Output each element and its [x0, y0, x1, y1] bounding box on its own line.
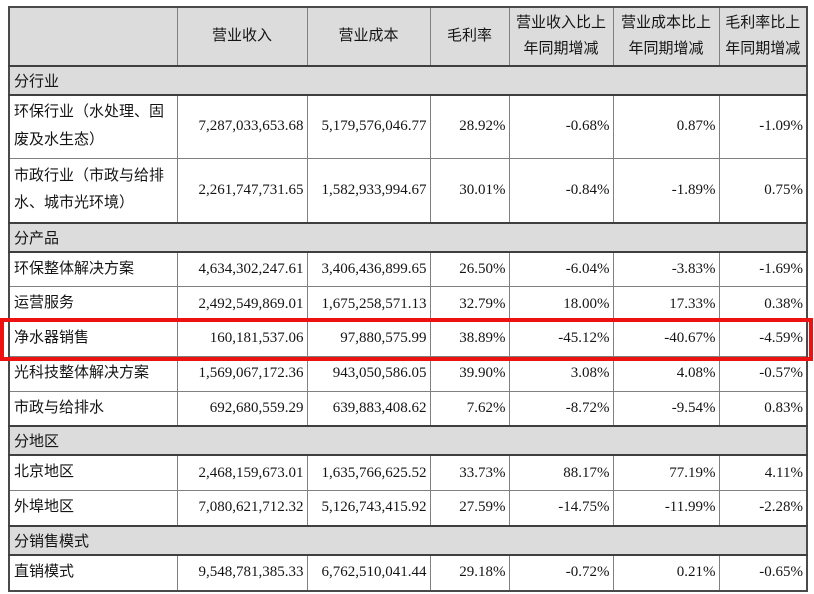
- header-row: 营业收入 营业成本 毛利率 营业收入比上年同期增减 营业成本比上年同期增减 毛利…: [8, 6, 808, 66]
- section-row: 分地区: [8, 425, 808, 457]
- column-header-cost: 营业成本: [306, 6, 431, 66]
- column-header-gross-margin: 毛利率: [429, 6, 510, 66]
- cell-value: 28.92%: [429, 94, 510, 159]
- cell-value: -1.69%: [718, 250, 808, 288]
- row-label: 净水器销售: [8, 321, 178, 357]
- cell-value: 3,406,436,899.65: [306, 250, 431, 288]
- cell-value: 1,635,766,625.52: [306, 454, 431, 492]
- column-header-revenue-yoy: 营业收入比上年同期增减: [508, 6, 614, 66]
- table-row: 运营服务 2,492,549,869.01 1,675,258,571.13 32.7…: [8, 286, 808, 322]
- cell-value: 97,880,575.99: [306, 321, 431, 357]
- cell-value: 39.90%: [429, 355, 510, 392]
- table-row: 净水器销售 160,181,537.06 97,880,575.99 38.89% -4…: [8, 321, 808, 357]
- cell-value: 6,762,510,041.44: [306, 554, 431, 591]
- row-label: 市政行业（市政与给排水、城市光环境）: [8, 158, 178, 223]
- cell-value: 77.19%: [612, 454, 720, 492]
- section-row: 分行业: [8, 64, 808, 96]
- cell-value: 27.59%: [429, 489, 510, 527]
- cell-value: 29.18%: [429, 554, 510, 591]
- cell-value: 5,126,743,415.92: [306, 489, 431, 527]
- financial-segment-table: 营业收入 营业成本 毛利率 营业收入比上年同期增减 营业成本比上年同期增减 毛利…: [8, 6, 808, 592]
- table-body: 分行业 环保行业（水处理、固废及水生态） 7,287,033,653.68 5,179…: [8, 64, 808, 591]
- cell-value: 0.75%: [718, 158, 808, 223]
- cell-value: -8.72%: [508, 390, 614, 427]
- table-row: 直销模式 9,548,781,385.33 6,762,510,041.44 29.1…: [8, 554, 808, 591]
- cell-value: -0.57%: [718, 355, 808, 392]
- table-row: 外埠地区 7,080,621,712.32 5,126,743,415.92 27.5…: [8, 489, 808, 527]
- cell-value: 2,261,747,731.65: [176, 158, 308, 223]
- cell-value: 5,179,576,046.77: [306, 94, 431, 159]
- cell-value: 38.89%: [429, 321, 510, 357]
- table-row: 北京地区 2,468,159,673.01 1,635,766,625.52 33.7…: [8, 454, 808, 492]
- cell-value: -0.84%: [508, 158, 614, 223]
- cell-value: 0.21%: [612, 554, 720, 591]
- table-row: 环保整体解决方案 4,634,302,247.61 3,406,436,899.65…: [8, 250, 808, 288]
- cell-value: 32.79%: [429, 286, 510, 322]
- cell-value: 3.08%: [508, 355, 614, 392]
- cell-value: 30.01%: [429, 158, 510, 223]
- cell-value: -3.83%: [612, 250, 720, 288]
- cell-value: 1,675,258,571.13: [306, 286, 431, 322]
- cell-value: 2,468,159,673.01: [176, 454, 308, 492]
- column-header-revenue: 营业收入: [176, 6, 308, 66]
- table-row: 环保行业（水处理、固废及水生态） 7,287,033,653.68 5,179,57…: [8, 94, 808, 159]
- cell-value: -1.09%: [718, 94, 808, 159]
- cell-value: 1,569,067,172.36: [176, 355, 308, 392]
- cell-value: 0.38%: [718, 286, 808, 322]
- section-row: 分产品: [8, 221, 808, 253]
- cell-value: -0.65%: [718, 554, 808, 591]
- cell-value: -0.72%: [508, 554, 614, 591]
- column-header-cost-yoy: 营业成本比上年同期增减: [612, 6, 720, 66]
- cell-value: 692,680,559.29: [176, 390, 308, 427]
- row-label: 北京地区: [8, 454, 178, 492]
- cell-value: 17.33%: [612, 286, 720, 322]
- cell-value: -9.54%: [612, 390, 720, 427]
- cell-value: 18.00%: [508, 286, 614, 322]
- cell-value: 0.83%: [718, 390, 808, 427]
- row-label: 运营服务: [8, 286, 178, 322]
- cell-value: 7,287,033,653.68: [176, 94, 308, 159]
- cell-value: -40.67%: [612, 321, 720, 357]
- cell-value: 9,548,781,385.33: [176, 554, 308, 591]
- cell-value: -6.04%: [508, 250, 614, 288]
- cell-value: -1.89%: [612, 158, 720, 223]
- cell-value: 4,634,302,247.61: [176, 250, 308, 288]
- row-label: 市政与给排水: [8, 390, 178, 427]
- cell-value: -2.28%: [718, 489, 808, 527]
- row-label: 光科技整体解决方案: [8, 355, 178, 392]
- section-row: 分销售模式: [8, 524, 808, 556]
- table-row: 光科技整体解决方案 1,569,067,172.36 943,050,586.05 3…: [8, 355, 808, 392]
- cell-value: 943,050,586.05: [306, 355, 431, 392]
- row-label: 环保行业（水处理、固废及水生态）: [8, 94, 178, 159]
- section-label: 分产品: [8, 221, 808, 253]
- table-row: 市政与给排水 692,680,559.29 639,883,408.62 7.62% -…: [8, 390, 808, 427]
- section-label: 分地区: [8, 425, 808, 457]
- cell-value: 0.87%: [612, 94, 720, 159]
- column-header-margin-yoy: 毛利率比上年同期增减: [718, 6, 808, 66]
- row-label: 直销模式: [8, 554, 178, 591]
- cell-value: 26.50%: [429, 250, 510, 288]
- cell-value: 4.08%: [612, 355, 720, 392]
- section-label: 分行业: [8, 64, 808, 96]
- cell-value: 88.17%: [508, 454, 614, 492]
- cell-value: 4.11%: [718, 454, 808, 492]
- row-label: 环保整体解决方案: [8, 250, 178, 288]
- cell-value: 160,181,537.06: [176, 321, 308, 357]
- cell-value: -11.99%: [612, 489, 720, 527]
- cell-value: -14.75%: [508, 489, 614, 527]
- cell-value: 7.62%: [429, 390, 510, 427]
- table-row: 市政行业（市政与给排水、城市光环境） 2,261,747,731.65 1,582,…: [8, 158, 808, 223]
- cell-value: 7,080,621,712.32: [176, 489, 308, 527]
- cell-value: 33.73%: [429, 454, 510, 492]
- cell-value: -45.12%: [508, 321, 614, 357]
- column-header-blank: [8, 6, 178, 66]
- cell-value: -0.68%: [508, 94, 614, 159]
- cell-value: -4.59%: [718, 321, 808, 357]
- cell-value: 1,582,933,994.67: [306, 158, 431, 223]
- section-label: 分销售模式: [8, 524, 808, 556]
- cell-value: 639,883,408.62: [306, 390, 431, 427]
- cell-value: 2,492,549,869.01: [176, 286, 308, 322]
- row-label: 外埠地区: [8, 489, 178, 527]
